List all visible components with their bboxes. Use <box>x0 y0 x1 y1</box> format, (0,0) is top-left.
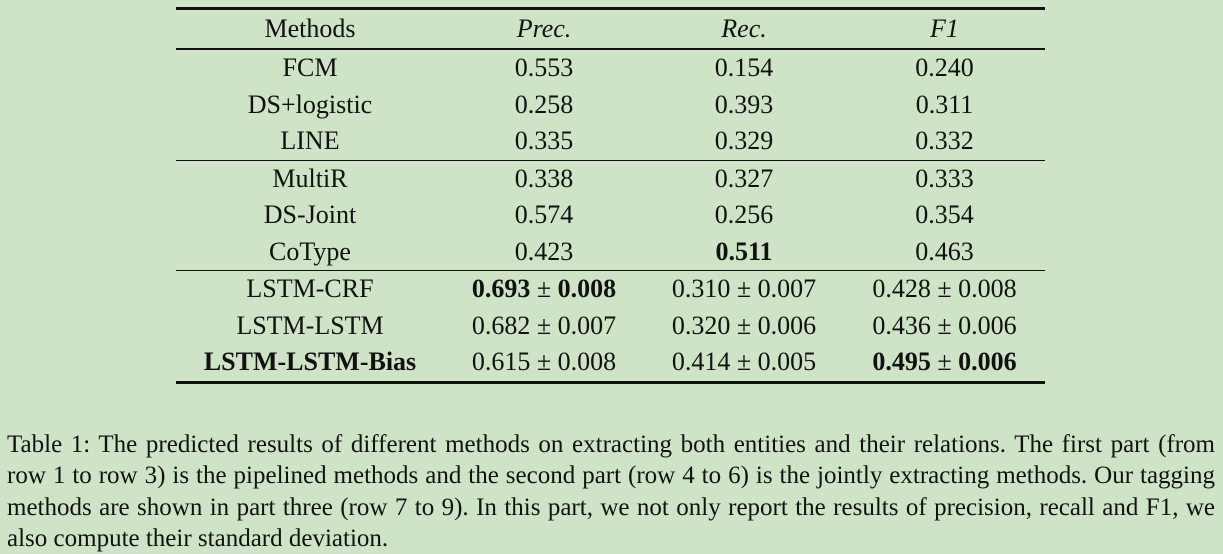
plus-minus-symbol: ± <box>536 347 552 377</box>
f1-value: 0.428 <box>872 274 931 304</box>
rec-cell: 0.393 <box>714 89 774 119</box>
method-cell: FCM <box>282 53 338 83</box>
method-cell-best: LSTM-LSTM-Bias <box>176 344 444 384</box>
f1-cell: 0.354 <box>915 200 974 230</box>
f1-value: 0.436 <box>872 310 931 340</box>
plus-minus-symbol: ± <box>736 274 752 304</box>
header-recall: Rec. <box>644 7 844 50</box>
prec-cell: 0.682 ± 0.007 <box>444 308 644 345</box>
f1-sd-best: 0.006 <box>958 347 1017 377</box>
table-row: LSTM-CRF 0.693 ± 0.008 0.310 ± 0.007 0.4… <box>176 270 1045 308</box>
method-cell: LINE <box>280 126 340 156</box>
table-row: FCM 0.553 0.154 0.240 <box>176 49 1045 87</box>
header-methods: Methods <box>176 7 444 50</box>
rec-cell: 0.154 <box>714 53 774 83</box>
table-row: LSTM-LSTM-Bias 0.615 ± 0.008 0.414 ± 0.0… <box>176 344 1045 384</box>
table-row: LSTM-LSTM 0.682 ± 0.007 0.320 ± 0.006 0.… <box>176 308 1045 345</box>
plus-minus-symbol: ± <box>937 274 952 304</box>
rec-sd: 0.007 <box>757 274 817 304</box>
prec-value: 0.615 <box>471 347 531 377</box>
f1-cell: 0.436 ± 0.006 <box>844 308 1045 345</box>
f1-cell: 0.311 <box>915 89 974 119</box>
results-table-container: Methods Prec. Rec. F1 FCM 0.553 0.154 0.… <box>176 7 1045 384</box>
prec-value: 0.682 <box>471 310 531 340</box>
rec-cell: 0.256 <box>714 200 774 230</box>
rec-value: 0.310 <box>671 274 731 304</box>
f1-cell: 0.463 <box>915 236 974 266</box>
rec-cell: 0.327 <box>644 159 844 197</box>
table-header-row: Methods Prec. Rec. F1 <box>176 7 1045 50</box>
table-row: DS-Joint 0.574 0.256 0.354 <box>176 197 1045 234</box>
prec-cell: 0.338 <box>444 159 644 197</box>
table-row: CoType 0.423 0.511 0.463 <box>176 234 1045 271</box>
method-cell: DS-Joint <box>263 200 357 230</box>
results-table: Methods Prec. Rec. F1 FCM 0.553 0.154 0.… <box>176 7 1045 384</box>
prec-sd: 0.007 <box>557 310 617 340</box>
plus-minus-symbol: ± <box>937 347 952 377</box>
f1-cell: 0.428 ± 0.008 <box>844 270 1045 308</box>
method-cell: LSTM-CRF <box>176 270 444 308</box>
header-f1: F1 <box>844 7 1045 50</box>
prec-cell: 0.574 <box>514 200 574 230</box>
prec-value-best: 0.693 <box>471 274 531 304</box>
rec-cell: 0.310 ± 0.007 <box>644 270 844 308</box>
f1-cell: 0.332 <box>915 126 974 156</box>
prec-cell: 0.553 <box>514 53 574 83</box>
table-row: MultiR 0.338 0.327 0.333 <box>176 159 1045 197</box>
method-cell: CoType <box>269 236 351 266</box>
prec-sd: 0.008 <box>557 347 617 377</box>
prec-cell: 0.335 <box>514 126 574 156</box>
plus-minus-symbol: ± <box>937 310 952 340</box>
prec-cell: 0.693 ± 0.008 <box>444 270 644 308</box>
rec-cell: 0.414 ± 0.005 <box>644 344 844 384</box>
method-cell: LSTM-LSTM <box>236 310 384 340</box>
rec-cell: 0.329 <box>714 126 774 156</box>
prec-cell: 0.615 ± 0.008 <box>444 344 644 384</box>
plus-minus-symbol: ± <box>736 310 752 340</box>
method-cell: DS+logistic <box>247 89 373 119</box>
rec-sd: 0.006 <box>757 310 817 340</box>
f1-cell: 0.333 <box>844 159 1045 197</box>
rec-cell-best: 0.511 <box>715 236 773 266</box>
method-cell: MultiR <box>176 159 444 197</box>
f1-value-best: 0.495 <box>872 347 931 377</box>
rec-cell: 0.320 ± 0.006 <box>644 308 844 345</box>
plus-minus-symbol: ± <box>536 310 552 340</box>
f1-cell: 0.240 <box>915 53 974 83</box>
prec-cell: 0.258 <box>514 89 574 119</box>
prec-sd-best: 0.008 <box>557 274 617 304</box>
table-row: DS+logistic 0.258 0.393 0.311 <box>176 87 1045 124</box>
f1-cell: 0.495 ± 0.006 <box>844 344 1045 384</box>
prec-cell: 0.423 <box>514 236 574 266</box>
f1-sd: 0.008 <box>958 274 1017 304</box>
rec-sd: 0.005 <box>757 347 817 377</box>
f1-sd: 0.006 <box>958 310 1017 340</box>
plus-minus-symbol: ± <box>736 347 752 377</box>
header-precision: Prec. <box>444 7 644 50</box>
plus-minus-symbol: ± <box>536 274 552 304</box>
table-caption: Table 1: The predicted results of differ… <box>7 431 1215 552</box>
rec-value: 0.320 <box>671 310 731 340</box>
rec-value: 0.414 <box>671 347 731 377</box>
table-row: LINE 0.335 0.329 0.332 <box>176 123 1045 160</box>
